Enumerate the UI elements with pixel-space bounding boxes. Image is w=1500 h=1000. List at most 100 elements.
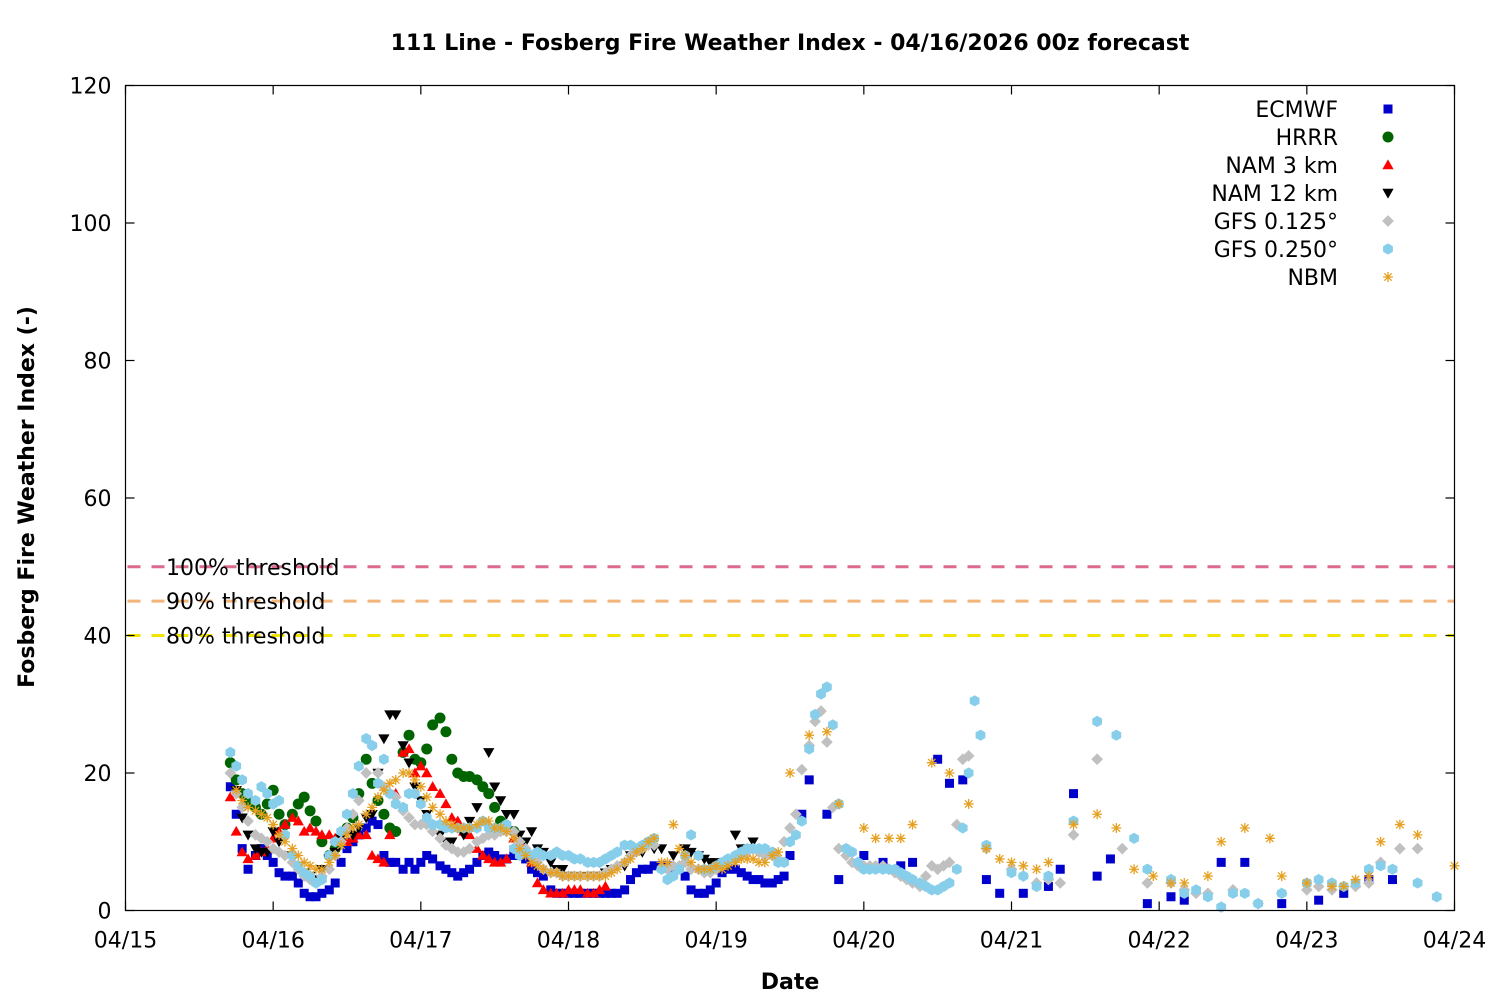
- data-point: [390, 798, 401, 810]
- data-point: [612, 864, 623, 875]
- data-point: [1129, 832, 1139, 844]
- data-point: [870, 863, 881, 875]
- data-point: [1240, 857, 1250, 867]
- data-point: [870, 833, 881, 844]
- data-point: [274, 794, 284, 807]
- data-point: [435, 809, 445, 820]
- data-point: [409, 818, 421, 831]
- data-point: [268, 819, 279, 830]
- data-point: [398, 768, 409, 778]
- data-point: [316, 829, 328, 840]
- data-point: [538, 871, 548, 881]
- data-point: [545, 867, 556, 878]
- data-point: [494, 856, 507, 867]
- data-point: [225, 746, 236, 758]
- data-point: [574, 884, 586, 895]
- data-point: [373, 820, 383, 830]
- threshold-label: 90% threshold: [166, 590, 326, 615]
- data-point: [262, 812, 273, 823]
- data-point: [944, 778, 954, 788]
- data-point: [1364, 863, 1374, 875]
- legend-marker: [1383, 243, 1393, 255]
- data-point: [391, 857, 401, 867]
- data-point: [1363, 871, 1374, 882]
- data-point: [310, 815, 322, 827]
- data-point: [323, 863, 336, 876]
- data-point: [773, 875, 783, 885]
- data-point: [427, 818, 438, 831]
- data-point: [477, 849, 489, 860]
- data-point: [348, 788, 358, 800]
- data-point: [414, 818, 427, 831]
- data-point: [674, 843, 685, 854]
- x-tick-label: 04/20: [832, 929, 895, 954]
- data-point: [883, 833, 894, 844]
- data-point: [791, 829, 801, 841]
- data-point: [324, 885, 334, 895]
- data-point: [410, 864, 420, 874]
- data-point: [489, 782, 501, 793]
- data-point: [323, 829, 335, 840]
- data-point: [600, 888, 610, 898]
- data-point: [957, 822, 968, 834]
- data-point: [489, 801, 501, 813]
- data-point: [767, 850, 778, 861]
- data-point: [680, 850, 691, 861]
- data-point: [274, 868, 284, 878]
- data-point: [656, 863, 667, 875]
- data-point: [440, 816, 451, 827]
- data-point: [256, 781, 267, 793]
- data-point: [1300, 884, 1313, 896]
- data-point: [551, 867, 562, 878]
- data-point: [421, 743, 433, 755]
- data-point: [273, 837, 285, 848]
- data-point: [569, 871, 580, 882]
- data-point: [390, 774, 401, 785]
- data-point: [409, 774, 420, 785]
- legend-marker: [1382, 131, 1394, 143]
- data-point: [360, 829, 372, 840]
- data-point: [1142, 863, 1153, 875]
- data-point: [1394, 819, 1405, 830]
- data-point: [637, 843, 648, 854]
- data-point: [593, 884, 606, 895]
- data-point: [1018, 888, 1028, 898]
- data-point: [631, 847, 642, 858]
- data-point: [427, 719, 439, 731]
- data-point: [815, 705, 827, 717]
- data-point: [962, 749, 975, 762]
- data-point: [730, 857, 741, 868]
- data-point: [347, 823, 358, 833]
- data-point: [237, 774, 247, 786]
- data-point: [483, 816, 494, 827]
- plot-frame: [124, 84, 1456, 912]
- data-point: [767, 878, 777, 888]
- data-point: [446, 753, 458, 765]
- data-point: [1179, 895, 1189, 905]
- x-tick-label: 04/24: [1423, 929, 1486, 954]
- data-point: [754, 875, 764, 885]
- data-point: [360, 767, 373, 779]
- threshold-label: 80% threshold: [166, 625, 326, 650]
- data-point: [693, 849, 704, 862]
- y-tick-label: 60: [84, 487, 112, 512]
- data-point: [656, 857, 667, 868]
- data-point: [452, 815, 464, 826]
- data-point: [236, 846, 248, 857]
- data-point: [336, 857, 346, 867]
- data-point: [804, 743, 815, 755]
- data-point: [311, 892, 321, 902]
- data-point: [1055, 864, 1065, 874]
- data-point: [729, 830, 741, 841]
- y-tick-label: 120: [70, 75, 112, 100]
- data-point: [1179, 887, 1190, 899]
- threshold-label: 100% threshold: [166, 556, 340, 581]
- data-point: [484, 847, 494, 857]
- data-point: [287, 843, 298, 854]
- data-point: [378, 734, 390, 745]
- data-point: [1018, 860, 1029, 871]
- data-point: [526, 857, 537, 868]
- data-point: [304, 805, 316, 817]
- data-point: [1375, 860, 1386, 872]
- axis-ticks: 0 20 40 60 80 100 120 04/15 04/16 04/17 04/18 04/19…: [70, 75, 1487, 954]
